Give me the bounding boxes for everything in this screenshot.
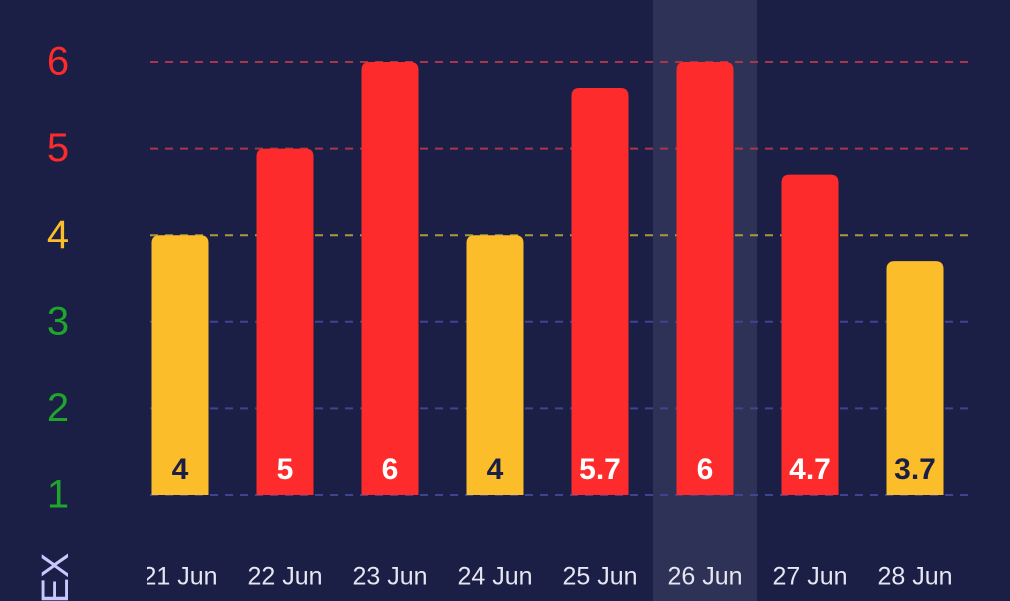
bar (571, 87, 629, 495)
bar (781, 174, 839, 495)
bar-value-label: 4 (487, 453, 504, 486)
x-tick-label: 21 Jun (142, 563, 217, 591)
x-axis-labels: 21 Jun 22 Jun 23 Jun 24 Jun 25 Jun 26 Jun 27 J… (142, 563, 953, 591)
bar (151, 235, 209, 495)
x-tick-label: 25 Jun (562, 563, 637, 591)
x-tick-label: 28 Jun (877, 563, 952, 591)
y-tick-label: 1 (47, 473, 69, 517)
bar-value-label: 5.7 (579, 453, 621, 486)
bar (676, 62, 734, 495)
bar (466, 235, 524, 495)
x-tick-label: 23 Jun (352, 563, 427, 591)
bar-value-label: 5 (277, 453, 294, 486)
bar-value-label: 4.7 (789, 453, 831, 486)
y-tick-label: 3 (47, 299, 69, 343)
bar (256, 148, 314, 495)
x-tick-label: 24 Jun (457, 563, 532, 591)
x-tick-label: 27 Jun (772, 563, 847, 591)
bar-value-label: 6 (382, 453, 399, 486)
y-tick-label: 4 (47, 213, 69, 257)
bar-value-label: 4 (172, 453, 189, 486)
y-tick-label: 5 (47, 126, 69, 170)
bar (886, 261, 944, 495)
bar-value-label: 3.7 (894, 453, 936, 486)
y-tick-label: 2 (47, 386, 69, 430)
x-tick-label: 22 Jun (247, 563, 322, 591)
bar (361, 62, 419, 495)
y-axis-label: EX (35, 553, 77, 601)
bar-value-label: 6 (697, 453, 714, 486)
x-tick-label: 26 Jun (667, 563, 742, 591)
y-tick-label: 6 (47, 40, 69, 84)
